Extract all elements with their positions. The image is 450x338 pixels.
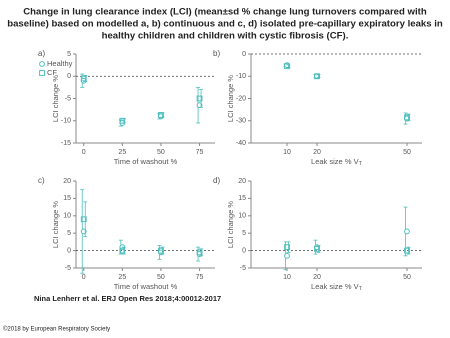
y-tick-label: -10 (236, 73, 246, 80)
x-axis-label-text: Leak size % V (311, 157, 359, 166)
y-tick-label: 20 (238, 178, 246, 185)
y-tick-label: -15 (61, 140, 71, 147)
citation: Nina Lenherr et al. ERJ Open Res 2018;4:… (34, 294, 221, 303)
x-tick-label: 20 (313, 274, 321, 281)
y-tick-label: -5 (65, 95, 71, 102)
y-tick-label: 5 (242, 230, 246, 237)
y-tick-label: 10 (238, 213, 246, 220)
x-axis-label: Time of washout % (114, 282, 178, 291)
point-cf (119, 247, 126, 254)
y-tick-label: 5 (67, 230, 71, 237)
point-healthy (404, 228, 410, 235)
x-tick-label: 50 (157, 274, 165, 281)
y-tick-label: 10 (63, 213, 71, 220)
y-axis-label: LCI change % (226, 75, 235, 122)
point-cf (404, 247, 410, 254)
x-tick-label: 0 (82, 149, 86, 156)
panel-label: b) (213, 49, 220, 58)
x-tick-label: 75 (196, 274, 204, 281)
point-cf (80, 216, 87, 223)
point-cf (314, 73, 320, 80)
legend-marker (39, 70, 45, 76)
y-tick-label: 0 (242, 51, 246, 58)
y-tick-label: -5 (240, 265, 246, 272)
y-tick-label: 15 (238, 195, 246, 202)
x-axis-label-text: Time of washout % (114, 282, 178, 291)
point-cf (158, 247, 164, 254)
x-tick-label: 25 (118, 149, 126, 156)
x-tick-label: 50 (157, 149, 165, 156)
x-tick-label: 50 (403, 149, 411, 156)
point-cf (284, 244, 290, 251)
y-tick-label: 15 (63, 195, 71, 202)
panel-label: a) (38, 49, 45, 58)
y-tick-label: 0 (67, 73, 71, 80)
point-cf (119, 117, 126, 124)
x-tick-label: 50 (403, 274, 411, 281)
y-tick-label: 5 (67, 51, 71, 58)
y-tick-label: 20 (63, 178, 71, 185)
y-tick-label: -40 (236, 140, 246, 147)
y-tick-label: -5 (65, 265, 71, 272)
y-tick-label: 0 (242, 247, 246, 254)
copyright: ©2018 by European Respiratory Society (3, 326, 110, 333)
title-line: healthy children and children with cysti… (102, 31, 349, 42)
x-tick-label: 0 (82, 274, 86, 281)
x-axis-label-sub: T (359, 161, 363, 167)
x-axis-label-text: Time of washout % (114, 157, 178, 166)
y-tick-label: 0 (67, 247, 71, 254)
x-tick-label: 10 (283, 149, 291, 156)
x-tick-label: 10 (283, 274, 291, 281)
point-cf (404, 114, 410, 121)
panel-label: d) (213, 176, 220, 185)
x-axis-label-sub: T (359, 286, 363, 292)
y-axis-label: LCI change % (226, 201, 235, 248)
legend-label: CF (47, 68, 57, 77)
point-cf (80, 75, 87, 82)
legend-marker (39, 61, 45, 67)
panel-label: c) (38, 176, 45, 185)
y-tick-label: -20 (236, 95, 246, 102)
legend-label: Healthy (47, 59, 73, 68)
x-tick-label: 25 (118, 274, 126, 281)
point-cf (158, 112, 164, 118)
y-axis-label: LCI change % (51, 75, 60, 122)
point-healthy (284, 252, 290, 259)
x-axis-label-text: Leak size % V (311, 282, 359, 291)
x-axis-label: Leak size % VT (311, 157, 363, 167)
y-axis-label: LCI change % (51, 201, 60, 248)
point-cf (196, 95, 203, 102)
x-tick-label: 75 (196, 149, 204, 156)
x-axis-label: Leak size % VT (311, 282, 363, 292)
x-tick-label: 20 (313, 149, 321, 156)
x-axis-label: Time of washout % (114, 157, 178, 166)
y-tick-label: -30 (236, 118, 246, 125)
title-line: baseline) based on modelled a, b) contin… (7, 19, 443, 30)
point-cf (284, 63, 290, 70)
point-cf (196, 249, 203, 256)
title-line: Change in lung clearance index (LCI) (me… (23, 7, 427, 18)
point-cf (314, 245, 320, 252)
y-tick-label: -10 (61, 118, 71, 125)
